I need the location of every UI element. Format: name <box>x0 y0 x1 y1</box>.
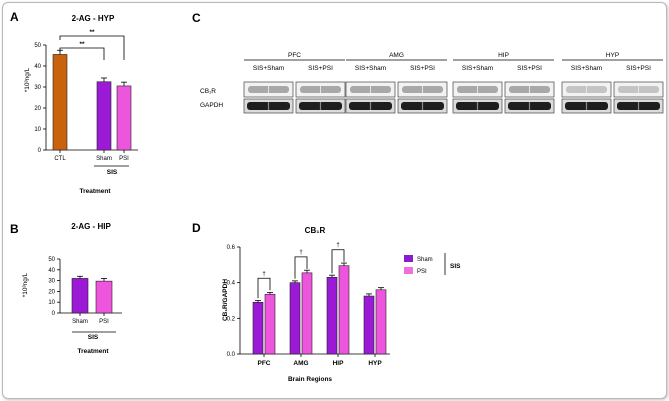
panel-d-bar-amg-psi <box>301 272 313 355</box>
panel-b-title: 2-AG - HIP <box>71 222 111 231</box>
panel-d-bar-hyp-sham <box>363 295 375 355</box>
panel-d-y-tick-label: 0.6 <box>227 245 236 251</box>
blot-lane-label: SIS+PSI <box>517 65 542 72</box>
panel-letter-c: C <box>192 11 201 25</box>
panel-b-group-label: SIS <box>88 334 99 341</box>
panel-b-y-tick-label: 10 <box>48 300 55 306</box>
panel-d-bar-amg-sham <box>289 282 301 355</box>
panel-d-significance-label: † <box>299 250 302 256</box>
legend-label-psi: PSI <box>417 269 427 275</box>
panel-b-chart: 2-AG - HIP *10³ng/L Treatment SIS 0 10 20 3… <box>22 222 122 355</box>
panel-d-significance-label: † <box>336 243 339 249</box>
panel-a-y-tick-label: 0 <box>38 148 42 154</box>
panel-d-y-tick-label: 0.0 <box>227 352 236 358</box>
panel-d-bar-hyp-psi <box>375 289 387 355</box>
panel-a-significance-bracket <box>59 35 125 60</box>
panel-d-bar-pfc-psi <box>264 293 276 355</box>
panel-d-x-tick-label: HYP <box>368 360 382 367</box>
blot-lane-label: SIS+Sham <box>571 65 602 72</box>
blot-row-label-cb1r: CB₁R <box>200 88 216 95</box>
panel-b-y-tick-label: 20 <box>48 289 55 295</box>
panel-a-y-tick-label: 50 <box>34 43 41 49</box>
panel-a-y-tick-label: 10 <box>34 127 41 133</box>
panel-a-x-tick-label: PSI <box>119 156 129 162</box>
panel-b-x-tick-label: PSI <box>99 319 109 325</box>
panel-a-y-tick-label: 20 <box>34 106 41 112</box>
panel-b-y-tick-label: 0 <box>52 311 56 317</box>
blot-region-label-pfc: PFC <box>288 52 301 59</box>
panel-d-chart: CB₁R CB₁R/GAPDH Brain Regions Sham PSI S… <box>222 226 461 383</box>
blot-lane-label: SIS+PSI <box>308 65 333 72</box>
panel-d-y-tick-label: 0.4 <box>227 281 236 287</box>
panel-a-group-label: SIS <box>107 169 118 176</box>
blot-region-label-amg: AMG <box>389 52 404 59</box>
panel-b-xlabel: Treatment <box>77 348 109 355</box>
panel-b-y-tick-label: 30 <box>48 279 55 285</box>
panel-a-x-tick-label: CTL <box>54 156 66 162</box>
panel-d-ylabel: CB₁R/GAPDH <box>222 279 229 321</box>
panel-a-bar-sham <box>96 81 112 151</box>
blot-lane-label: SIS+Sham <box>253 65 284 72</box>
blot-lane-label: SIS+PSI <box>626 65 651 72</box>
panel-d-title: CB₁R <box>305 226 326 235</box>
panel-b-y-tick-label: 50 <box>48 257 55 263</box>
panel-b-bar-sham <box>71 278 89 314</box>
blot-lane-label: SIS+Sham <box>355 65 386 72</box>
panel-d-x-tick-label: PFC <box>258 360 271 367</box>
panel-d-xlabel: Brain Regions <box>288 376 332 383</box>
legend-swatch-psi <box>404 267 413 274</box>
panel-a-significance-label: ** <box>89 29 95 36</box>
panel-a-title: 2-AG - HYP <box>72 14 115 23</box>
panel-a-chart: 2-AG - HYP *10³ng/L Treatment SIS 0 10 20 3… <box>24 14 138 195</box>
panel-a-x-tick-label: Sham <box>96 156 112 162</box>
panel-letter-a: A <box>10 10 19 24</box>
panel-d-y-tick-label: 0.2 <box>227 316 236 322</box>
legend-swatch-sham <box>404 255 413 262</box>
panel-d-significance-label: † <box>262 271 265 277</box>
panel-d-bar-hip-psi <box>338 265 350 355</box>
panel-a-y-tick-label: 40 <box>34 64 41 70</box>
panel-b-bar-psi <box>95 280 113 314</box>
blot-region-label-hip: HIP <box>498 52 509 59</box>
panel-b-ylabel: *10³ng/L <box>22 272 29 297</box>
legend-label-sham: Sham <box>417 257 433 263</box>
panel-d-significance-bracket <box>331 249 345 274</box>
blot-region-label-hyp: HYP <box>606 52 619 59</box>
panel-a-y-tick-label: 30 <box>34 85 41 91</box>
panel-d-x-tick-label: AMG <box>293 360 308 367</box>
blot-lane-label: SIS+Sham <box>462 65 493 72</box>
panel-a-ylabel: *10³ng/L <box>24 67 31 92</box>
blot-row-label-gapdh: GAPDH <box>200 102 223 109</box>
panel-b-y-tick-label: 40 <box>48 268 55 274</box>
panel-d-significance-bracket <box>257 277 271 299</box>
blot-lane-label: SIS+PSI <box>410 65 435 72</box>
panel-a-bar-psi <box>116 85 132 151</box>
panel-b-x-tick-label: Sham <box>72 319 88 325</box>
legend-group-label: SIS <box>450 263 461 270</box>
panel-a-significance-bracket <box>59 47 105 60</box>
panel-a-bar-ctl <box>52 54 68 151</box>
panel-d-significance-bracket <box>294 256 308 279</box>
panel-d-x-tick-label: HIP <box>333 360 345 367</box>
panel-a-significance-label: ** <box>79 41 85 48</box>
panel-d-bar-hip-sham <box>326 277 338 355</box>
panel-letter-b: B <box>10 222 19 236</box>
panel-d-bar-pfc-sham <box>252 301 264 355</box>
panel-letter-d: D <box>192 221 201 235</box>
panel-a-xlabel: Treatment <box>79 188 111 195</box>
